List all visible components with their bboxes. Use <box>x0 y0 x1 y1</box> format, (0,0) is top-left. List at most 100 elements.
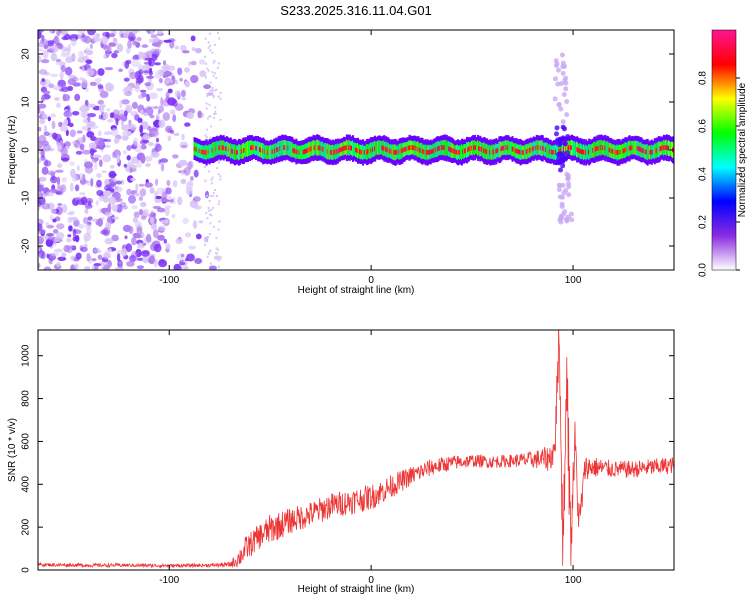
noise-speck <box>204 138 207 141</box>
noise-blob <box>139 208 143 216</box>
noise-blob <box>69 182 74 192</box>
disturbance-blob <box>560 182 566 188</box>
noise-speck <box>212 96 215 99</box>
noise-speck <box>218 62 220 65</box>
noise-blob <box>89 148 95 156</box>
noise-blob <box>149 187 155 194</box>
noise-blob <box>84 47 90 56</box>
noise-blob <box>133 137 139 147</box>
noise-blob <box>60 147 68 156</box>
noise-speck <box>209 81 212 84</box>
noise-blob <box>155 143 162 152</box>
noise-blob <box>50 176 58 184</box>
noise-blob <box>155 137 160 143</box>
disturbance-blob <box>554 131 559 137</box>
noise-blob <box>71 140 78 145</box>
noise-speck <box>211 71 214 74</box>
noise-blob <box>68 225 73 232</box>
noise-blob <box>111 151 116 159</box>
noise-blob <box>81 33 85 39</box>
band-mid <box>445 140 448 157</box>
noise-blob <box>192 220 198 229</box>
band-mid <box>488 145 491 160</box>
noise-blob <box>46 224 55 229</box>
noise-blob <box>76 165 80 172</box>
noise-blob <box>89 81 97 86</box>
noise-speck <box>206 217 209 220</box>
noise-blob <box>182 50 190 54</box>
noise-blob <box>43 90 51 95</box>
noise-blob <box>84 237 88 243</box>
noise-speck <box>209 194 212 197</box>
disturbance-blob <box>565 134 571 139</box>
noise-blob <box>41 95 45 102</box>
noise-blob <box>69 161 76 166</box>
disturbance-blob <box>569 217 575 223</box>
noise-blob <box>148 255 155 264</box>
noise-speck <box>209 49 212 52</box>
noise-speck <box>206 194 209 197</box>
noise-blob <box>143 112 148 117</box>
noise-speck <box>214 89 217 92</box>
disturbance-blob <box>558 167 563 173</box>
noise-speck <box>219 175 222 178</box>
noise-speck <box>214 106 217 109</box>
noise-blob <box>149 127 159 132</box>
noise-blob <box>160 97 164 106</box>
noise-blob <box>135 183 139 192</box>
noise-blob <box>89 43 93 50</box>
noise-blob <box>87 121 96 127</box>
noise-speck <box>217 228 220 231</box>
noise-speck <box>219 92 222 94</box>
noise-blob <box>170 109 176 115</box>
noise-speck <box>216 167 219 170</box>
noise-blob <box>145 233 152 243</box>
noise-speck <box>208 251 211 254</box>
noise-blob <box>103 131 113 136</box>
noise-blob <box>38 249 45 259</box>
noise-blob <box>45 191 54 197</box>
noise-blob <box>78 50 84 59</box>
noise-blob <box>150 223 157 230</box>
noise-speck <box>215 237 218 239</box>
noise-speck <box>217 203 220 206</box>
noise-speck <box>211 93 214 96</box>
noise-blob <box>137 117 143 124</box>
noise-speck <box>210 89 213 91</box>
noise-speck <box>205 76 207 79</box>
noise-speck <box>207 236 209 238</box>
noise-blob <box>155 178 159 186</box>
noise-speck <box>208 200 211 202</box>
disturbance-blob <box>558 214 564 220</box>
noise-speck <box>209 89 212 92</box>
noise-blob <box>153 243 162 253</box>
noise-blob <box>173 132 180 136</box>
noise-blob <box>48 234 53 241</box>
noise-speck <box>204 134 207 137</box>
noise-blob <box>108 196 117 206</box>
noise-blob <box>76 130 83 134</box>
noise-blob <box>48 83 55 89</box>
noise-blob <box>63 110 73 118</box>
noise-blob <box>121 124 130 131</box>
noise-blob <box>87 30 96 36</box>
noise-blob <box>180 45 187 52</box>
noise-speck <box>208 233 211 236</box>
noise-blob <box>143 208 150 215</box>
noise-blob <box>167 195 172 200</box>
noise-blob <box>38 69 48 75</box>
noise-blob <box>97 84 104 89</box>
noise-speck <box>216 134 219 137</box>
noise-speck <box>209 136 212 139</box>
noise-blob <box>85 87 89 93</box>
noise-speck <box>209 249 212 252</box>
noise-blob <box>104 184 112 192</box>
noise-blob <box>191 47 196 51</box>
noise-blob <box>90 218 99 222</box>
y-tick-label: 0 <box>21 567 32 573</box>
noise-blob <box>158 159 162 165</box>
x-tick-label: 100 <box>565 275 582 286</box>
noise-blob <box>164 207 170 217</box>
noise-blob <box>126 145 132 151</box>
